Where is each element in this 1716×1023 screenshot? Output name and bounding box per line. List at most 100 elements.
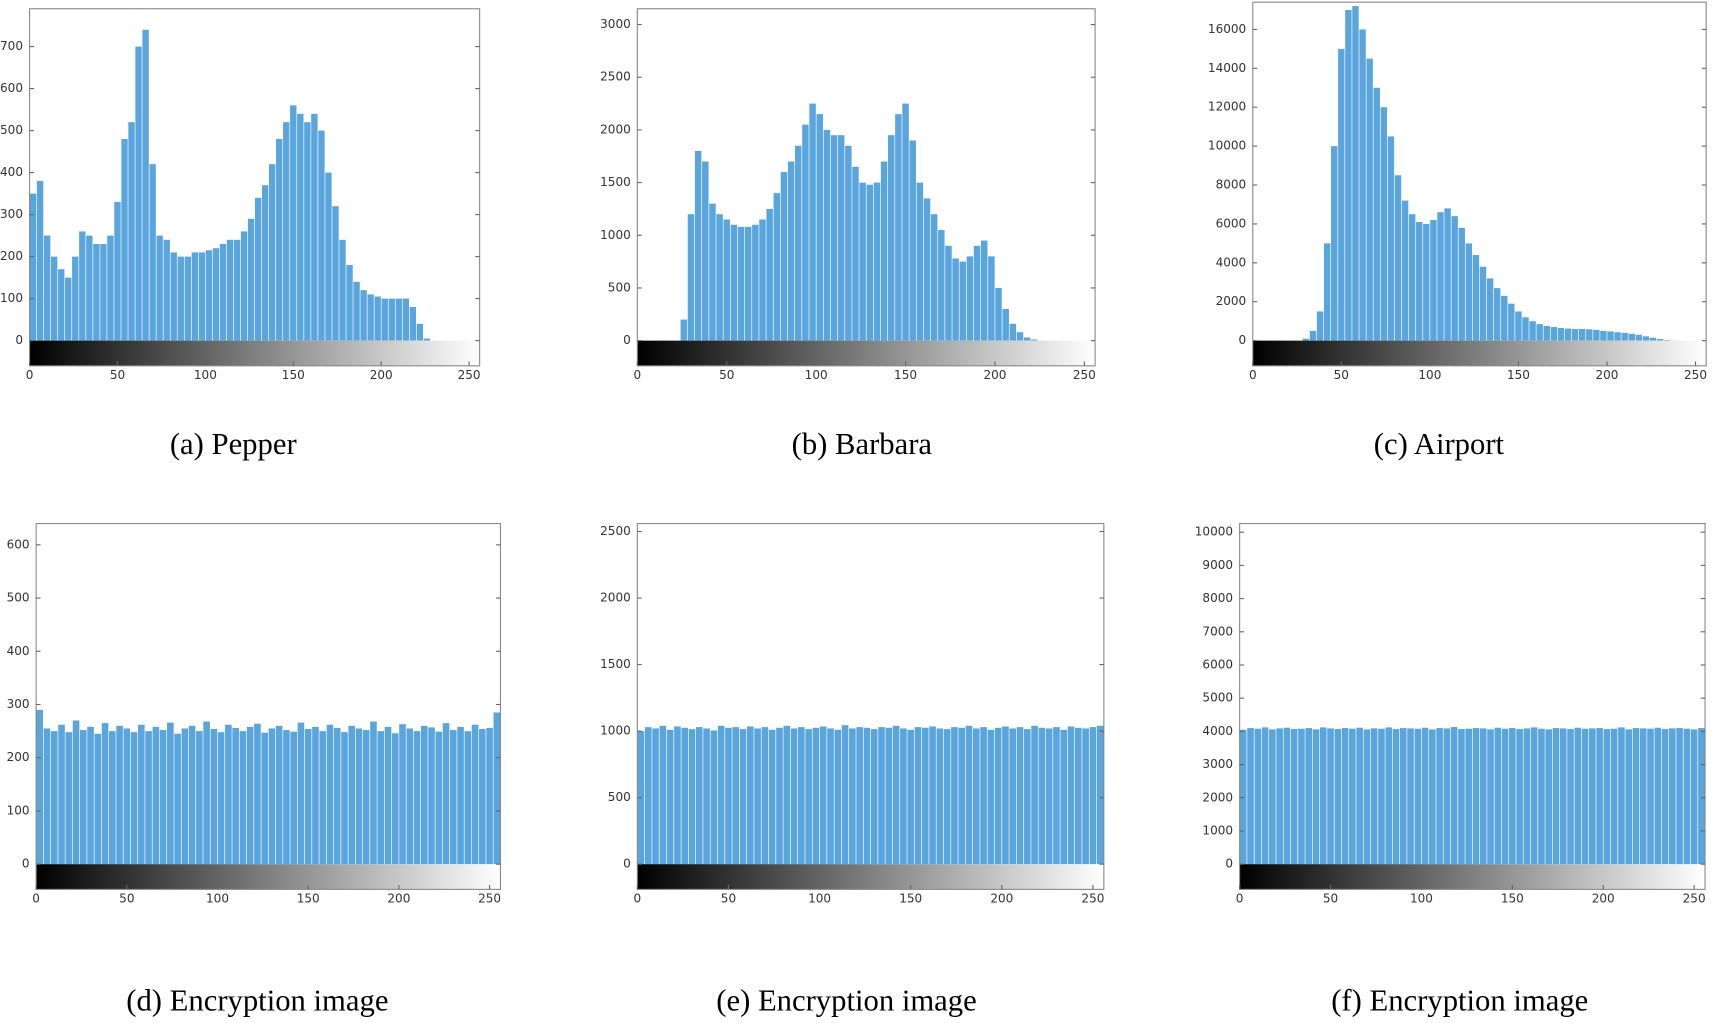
bar bbox=[694, 150, 702, 341]
bar bbox=[395, 298, 402, 341]
bar bbox=[1545, 729, 1553, 865]
bar bbox=[902, 103, 909, 341]
bar bbox=[50, 256, 58, 341]
bar bbox=[780, 172, 788, 341]
bar bbox=[959, 261, 967, 341]
bar bbox=[174, 733, 181, 865]
y-tick-label: 7000 bbox=[1202, 624, 1233, 638]
bar bbox=[65, 277, 72, 341]
bar bbox=[1603, 729, 1611, 865]
bar bbox=[87, 726, 94, 865]
bar bbox=[752, 224, 759, 341]
bar bbox=[1002, 309, 1009, 341]
bar bbox=[43, 728, 51, 865]
bar bbox=[1501, 728, 1509, 865]
y-tick-label: 5000 bbox=[1202, 691, 1233, 705]
bar bbox=[1392, 729, 1400, 865]
bar bbox=[239, 731, 247, 865]
bar bbox=[687, 214, 695, 341]
bar bbox=[681, 727, 689, 865]
bar bbox=[1515, 311, 1522, 341]
x-tick-label: 50 bbox=[110, 368, 125, 382]
bar bbox=[1009, 728, 1017, 865]
bar bbox=[1254, 728, 1262, 865]
bar bbox=[1669, 728, 1676, 865]
caption: (b) Barbara bbox=[792, 427, 933, 461]
y-tick-label: 16000 bbox=[1208, 22, 1246, 36]
bar bbox=[58, 269, 65, 341]
bar bbox=[1016, 332, 1024, 341]
bar bbox=[1522, 317, 1529, 341]
bar bbox=[666, 729, 674, 865]
bar bbox=[212, 248, 220, 341]
bar bbox=[1486, 278, 1494, 341]
bar bbox=[1009, 323, 1017, 341]
bar bbox=[885, 727, 893, 865]
y-tick-label: 2500 bbox=[600, 524, 631, 538]
bar bbox=[1096, 725, 1104, 865]
bar bbox=[952, 258, 959, 341]
bar bbox=[210, 728, 218, 865]
bar bbox=[688, 729, 696, 865]
bar bbox=[1380, 107, 1388, 341]
bar bbox=[1632, 728, 1640, 865]
bar bbox=[856, 727, 863, 865]
y-tick-label: 1500 bbox=[600, 175, 631, 189]
bar bbox=[205, 250, 213, 341]
bar bbox=[339, 239, 346, 341]
bar bbox=[965, 725, 973, 865]
bar bbox=[1443, 728, 1451, 865]
bar bbox=[1075, 727, 1082, 865]
y-tick-label: 1000 bbox=[1202, 823, 1233, 837]
y-tick-label: 0 bbox=[1239, 333, 1247, 347]
bar bbox=[1552, 728, 1560, 865]
bar bbox=[773, 193, 781, 341]
bar bbox=[203, 721, 210, 865]
bar bbox=[94, 733, 102, 865]
bar bbox=[471, 724, 479, 865]
caption: (a) Pepper bbox=[170, 427, 297, 461]
bar bbox=[100, 244, 107, 341]
bar bbox=[225, 724, 232, 865]
bar bbox=[1356, 727, 1363, 865]
x-tick-label: 200 bbox=[1595, 368, 1618, 382]
bar bbox=[1345, 9, 1352, 341]
bar bbox=[1363, 729, 1371, 865]
x-tick-label: 100 bbox=[805, 368, 828, 382]
bar bbox=[72, 256, 79, 341]
bar bbox=[766, 208, 773, 341]
bar bbox=[878, 727, 885, 865]
bar bbox=[261, 185, 269, 341]
bar bbox=[409, 307, 417, 341]
y-tick-label: 1500 bbox=[600, 657, 631, 671]
caption: (f) Encryption image bbox=[1331, 983, 1588, 1017]
x-tick-label: 0 bbox=[1236, 892, 1244, 906]
bar bbox=[318, 130, 325, 341]
bar bbox=[710, 730, 718, 865]
bar bbox=[50, 731, 58, 865]
x-tick-label: 0 bbox=[32, 892, 40, 906]
bar bbox=[739, 729, 747, 865]
bar bbox=[1649, 337, 1657, 341]
bar bbox=[36, 709, 44, 865]
bar bbox=[887, 135, 895, 341]
bar bbox=[391, 733, 399, 865]
bar bbox=[1436, 728, 1443, 865]
bar bbox=[1523, 728, 1531, 865]
bar bbox=[1571, 328, 1579, 341]
bar bbox=[863, 727, 871, 865]
bar bbox=[1663, 340, 1671, 341]
bar bbox=[1642, 336, 1650, 341]
bar bbox=[198, 252, 206, 341]
bar bbox=[464, 731, 472, 865]
x-tick-label: 150 bbox=[1507, 368, 1530, 382]
bar bbox=[717, 725, 725, 865]
x-tick-label: 200 bbox=[990, 892, 1013, 906]
x-tick-label: 50 bbox=[721, 892, 736, 906]
bar bbox=[283, 122, 290, 341]
bar bbox=[381, 298, 388, 341]
bar bbox=[1479, 266, 1487, 341]
bar bbox=[909, 140, 916, 341]
